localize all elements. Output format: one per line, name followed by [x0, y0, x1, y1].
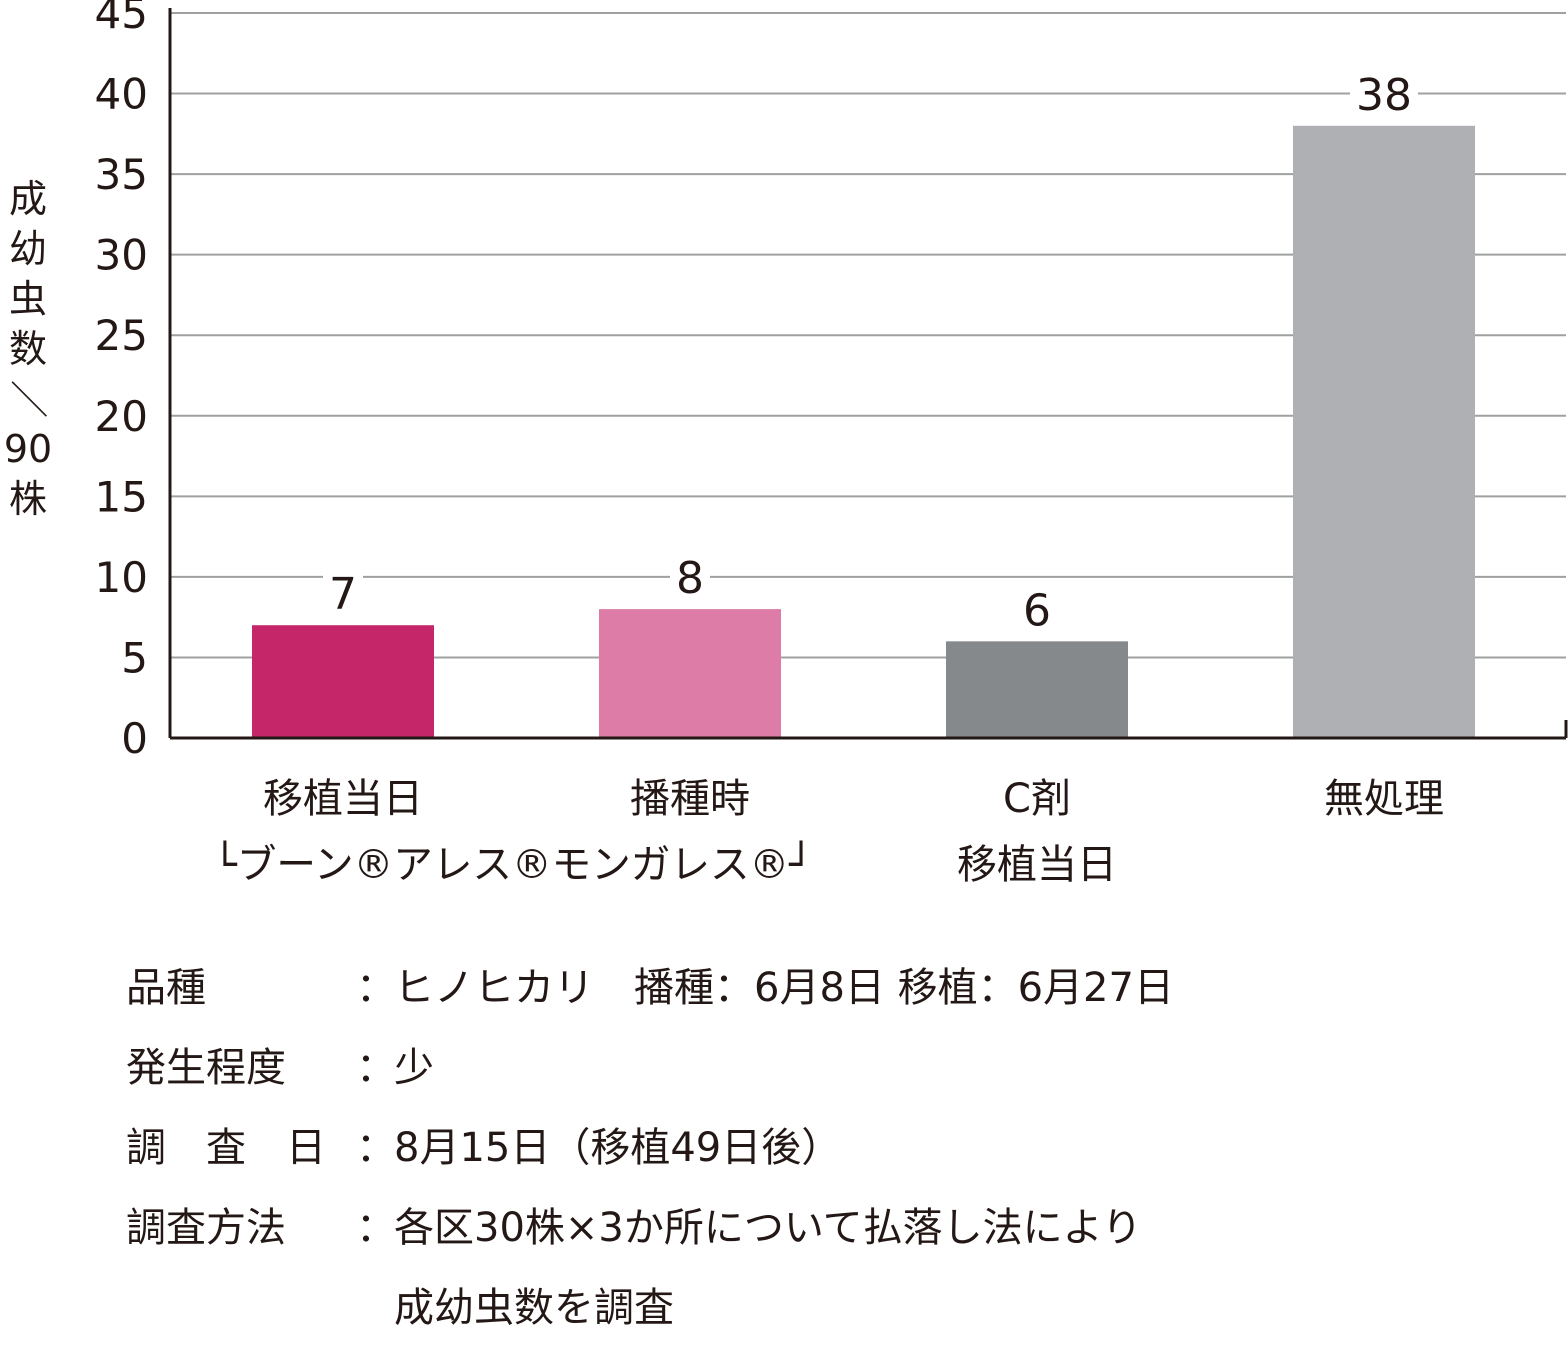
y-axis-label-char: 株: [9, 477, 47, 521]
note-value: 少: [394, 1045, 434, 1091]
y-axis-label-char: 成: [9, 177, 47, 221]
y-tick-label: 0: [121, 714, 148, 763]
category-label-line2: 移植当日: [957, 842, 1117, 888]
note-key: 調査方法: [126, 1205, 286, 1251]
note-value: 8月15日（移植49日後）: [394, 1125, 842, 1171]
y-axis-label-char: 虫: [9, 277, 47, 321]
data-label: 7: [329, 569, 357, 620]
bar: [1293, 125, 1475, 739]
y-axis-label-char: 90: [4, 427, 52, 471]
grid-lines: [170, 12, 1566, 659]
category-label: 播種時: [630, 776, 750, 822]
note-separator: ：: [356, 1125, 396, 1171]
y-tick-label: 25: [95, 311, 148, 360]
data-label-background: [323, 569, 363, 621]
y-tick-label: 10: [95, 553, 148, 602]
note-key: [126, 1268, 356, 1348]
bar: [252, 625, 434, 738]
note-row-survey-date: 調 査 日 ： 8月15日（移植49日後）: [126, 1108, 1526, 1188]
chart-notes: 品種 ： ヒノヒカリ 播種：6月8日 移植：6月27日 発生程度 ： 少 調 査…: [126, 948, 1526, 1348]
note-row-variety: 品種 ： ヒノヒカリ 播種：6月8日 移植：6月27日: [126, 948, 1526, 1028]
y-axis-label-char: 数: [9, 327, 47, 371]
category-label: 無処理: [1324, 776, 1444, 822]
bars: [252, 125, 1475, 739]
y-axis-label: 成幼虫数 ／ 90 株: [4, 177, 52, 521]
note-value: 成幼虫数を調査: [394, 1285, 674, 1331]
bar-chart: 0 5 10 15 20 25 30 35 40 45 7 8 6 38 移植当日 └ブーン®アレス®モン…: [4, 0, 1568, 888]
note-value: ヒノヒカリ 播種：6月8日 移植：6月27日: [394, 965, 1174, 1011]
data-label-background: [670, 553, 710, 605]
note-key: 発生程度: [126, 1045, 286, 1091]
y-tick-label: 20: [95, 392, 148, 441]
y-tick-labels: 0 5 10 15 20 25 30 35 40 45: [95, 0, 148, 763]
note-separator: ：: [356, 1205, 396, 1251]
axes: [168, 8, 1568, 740]
note-row-survey-method-cont: 成幼虫数を調査: [126, 1268, 1526, 1348]
y-tick-label: 35: [95, 150, 148, 199]
data-label-background: [1017, 585, 1057, 637]
note-key: 調 査 日: [126, 1125, 326, 1171]
data-label: 38: [1356, 70, 1412, 121]
y-axis-label-char: 幼: [9, 227, 47, 271]
note-separator: ：: [356, 965, 396, 1011]
category-label: 移植当日: [263, 776, 423, 822]
data-label-background: [1350, 69, 1418, 121]
y-tick-label: 15: [95, 472, 148, 521]
y-tick-label: 45: [95, 0, 148, 38]
y-tick-label: 40: [95, 70, 148, 119]
y-tick-label: 5: [121, 633, 148, 682]
data-label: 8: [676, 553, 704, 604]
category-label-line2: └ブーン®アレス®モンガレス®┘: [213, 840, 813, 888]
note-separator: [356, 1268, 394, 1348]
note-row-survey-method: 調査方法 ： 各区30株×3か所について払落し法により: [126, 1188, 1526, 1268]
note-value: 各区30株×3か所について払落し法により: [394, 1205, 1142, 1251]
note-separator: ：: [356, 1045, 396, 1091]
bar: [599, 609, 781, 738]
note-row-occurrence: 発生程度 ： 少: [126, 1028, 1526, 1108]
y-tick-label: 30: [95, 231, 148, 280]
data-label: 6: [1023, 585, 1051, 636]
category-label: C剤: [1003, 776, 1071, 822]
y-axis-label-char: ／: [6, 380, 50, 418]
data-labels: 7 8 6 38: [323, 69, 1418, 637]
note-key: 品種: [126, 965, 206, 1011]
bar: [946, 641, 1128, 738]
